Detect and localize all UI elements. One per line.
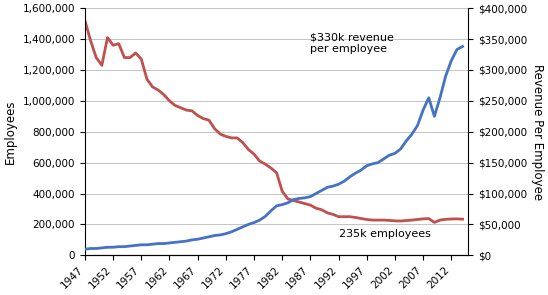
Text: $330k revenue
per employee: $330k revenue per employee (310, 33, 394, 55)
Y-axis label: Revenue Per Employee: Revenue Per Employee (531, 64, 544, 200)
Y-axis label: Employees: Employees (4, 99, 17, 164)
Text: 235k employees: 235k employees (339, 229, 430, 239)
